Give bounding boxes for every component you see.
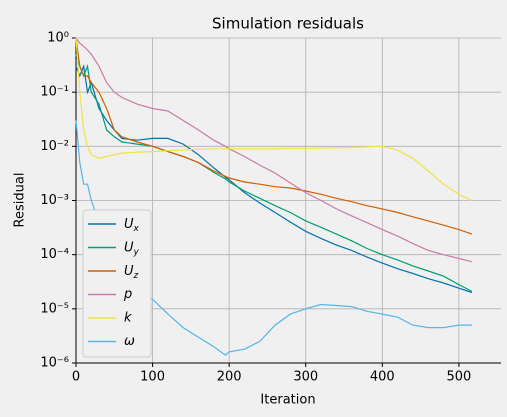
x-tick-label: 100 [140,370,165,385]
y-tick-label: 10⁰ [47,31,69,46]
legend-box [82,209,152,358]
legend-label: Uy [124,240,140,257]
legend-label: Uz [124,264,139,281]
x-tick-label: 0 [72,370,80,385]
y-tick-label: 10⁻² [40,139,69,154]
y-tick-label: 10⁻¹ [40,85,69,100]
x-axis-label: Iteration [260,393,315,408]
line [75,37,473,202]
line [75,54,473,292]
legend-label: Ux [124,217,140,234]
legend-label: k [124,311,132,326]
line [75,37,473,235]
y-tick-label: 10⁻³ [40,193,69,208]
x-tick-label: 500 [446,370,471,385]
legend-label: ω [124,334,135,349]
y-tick-label: 10⁻⁵ [40,301,69,316]
y-tick-label: 10⁻⁶ [40,356,69,371]
chart-title: Simulation residuals [212,15,364,33]
x-tick-label: 400 [370,370,395,385]
y-tick-label: 10⁻⁴ [40,247,69,262]
x-tick-label: 200 [217,370,242,385]
legend-label: p [123,287,132,302]
y-axis-label: Residual [13,173,28,228]
x-tick-label: 300 [293,370,318,385]
